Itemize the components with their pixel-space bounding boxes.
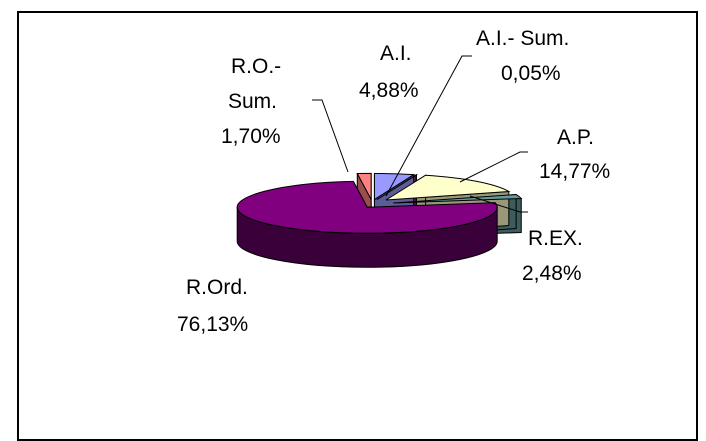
slice-value-rex: 2,48%	[522, 262, 582, 285]
slice-value-ai: 4,88%	[359, 79, 419, 102]
slice-name-ap: A.P.	[557, 126, 594, 149]
slice-name-rex: R.EX.	[528, 227, 583, 250]
pie-chart: R.O.- Sum. 1,70% A.I. 4,88% A.I.- Sum. 0…	[177, 27, 610, 336]
slice-name-ro-sum-line1: R.O.-	[231, 55, 281, 78]
slice-value-ap: 14,77%	[539, 160, 610, 183]
slice-label-rord: R.Ord. 76,13%	[177, 276, 248, 336]
slice-label-ap: A.P. 14,77%	[539, 126, 610, 183]
slice-value-rord: 76,13%	[177, 313, 248, 336]
slice-label-rex: R.EX. 2,48%	[522, 227, 583, 285]
slice-label-ai: A.I. 4,88%	[359, 42, 419, 102]
leader-lines	[312, 55, 528, 213]
leader-ro-sum	[312, 99, 349, 173]
slice-name-ai-sum: A.I.- Sum.	[476, 27, 569, 50]
leader-ai-sum	[385, 55, 472, 197]
slice-name-rord: R.Ord.	[186, 276, 248, 299]
slice-top-ai-sum	[376, 174, 419, 201]
slice-label-ai-sum: A.I.- Sum. 0,05%	[476, 27, 569, 85]
slice-label-ro-sum: R.O.- Sum. 1,70%	[221, 55, 281, 148]
slice-top-ai	[373, 172, 416, 201]
leader-rex	[469, 195, 528, 213]
pie-tops	[236, 172, 523, 234]
slice-value-ai-sum: 0,05%	[501, 62, 561, 85]
slice-top-ro-sum	[356, 172, 372, 200]
slice-top-ap	[385, 174, 511, 201]
slice-name-ai: A.I.	[380, 42, 412, 65]
leader-ap	[459, 151, 528, 183]
slice-top-rord	[236, 180, 498, 234]
slice-value-ro-sum: 1,70%	[221, 125, 281, 148]
slice-name-ro-sum-line2: Sum.	[228, 90, 277, 113]
slice-top-rex	[393, 194, 523, 204]
